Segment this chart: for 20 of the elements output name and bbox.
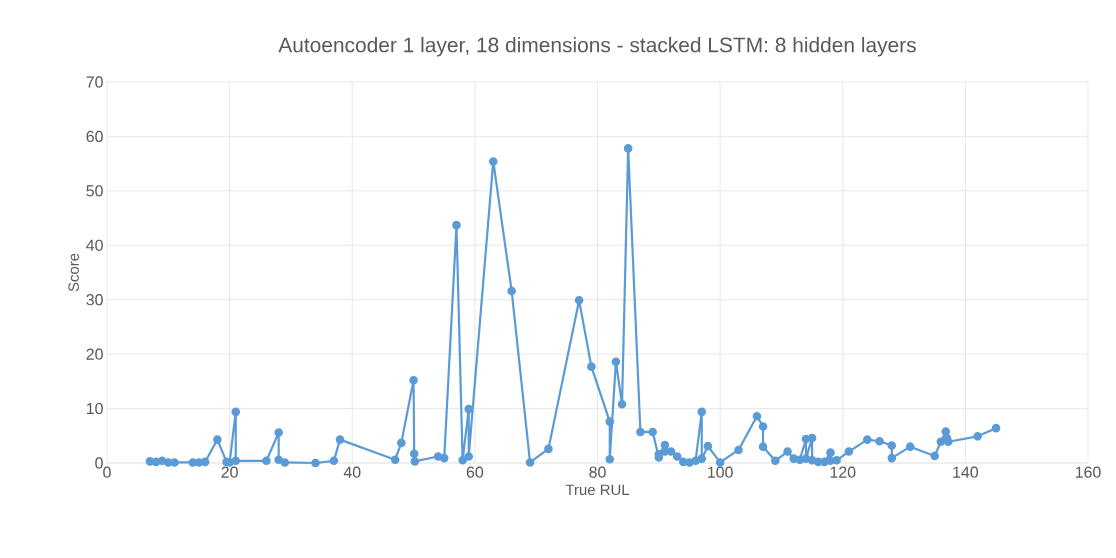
y-tick-label: 70 [86, 76, 103, 88]
y-tick-label: 20 [86, 348, 103, 360]
y-tick-label: 0 [95, 457, 103, 469]
y-tick-label: 50 [86, 185, 103, 197]
y-tick-label: 40 [86, 239, 103, 251]
chart-title: Autoencoder 1 layer, 18 dimensions - stacked LSTM: 8 hidden layers [278, 37, 916, 57]
x-tick-label: 160 [1075, 466, 1101, 478]
x-tick-label: 0 [103, 466, 111, 478]
x-tick-label: 80 [589, 466, 606, 478]
y-tick-label: 60 [86, 130, 103, 143]
x-tick-label: 60 [466, 466, 484, 478]
x-tick-label: 120 [830, 466, 856, 478]
x-tick-label: 40 [343, 466, 361, 478]
x-tick-label: 20 [221, 466, 238, 478]
x-tick-label: 100 [708, 466, 733, 478]
x-axis-title: True RUL [565, 484, 630, 496]
y-tick-label: 30 [86, 294, 103, 306]
y-axis-title: Score [68, 253, 79, 292]
x-tick-label: 140 [953, 466, 979, 478]
y-tick-label: 10 [86, 402, 103, 415]
